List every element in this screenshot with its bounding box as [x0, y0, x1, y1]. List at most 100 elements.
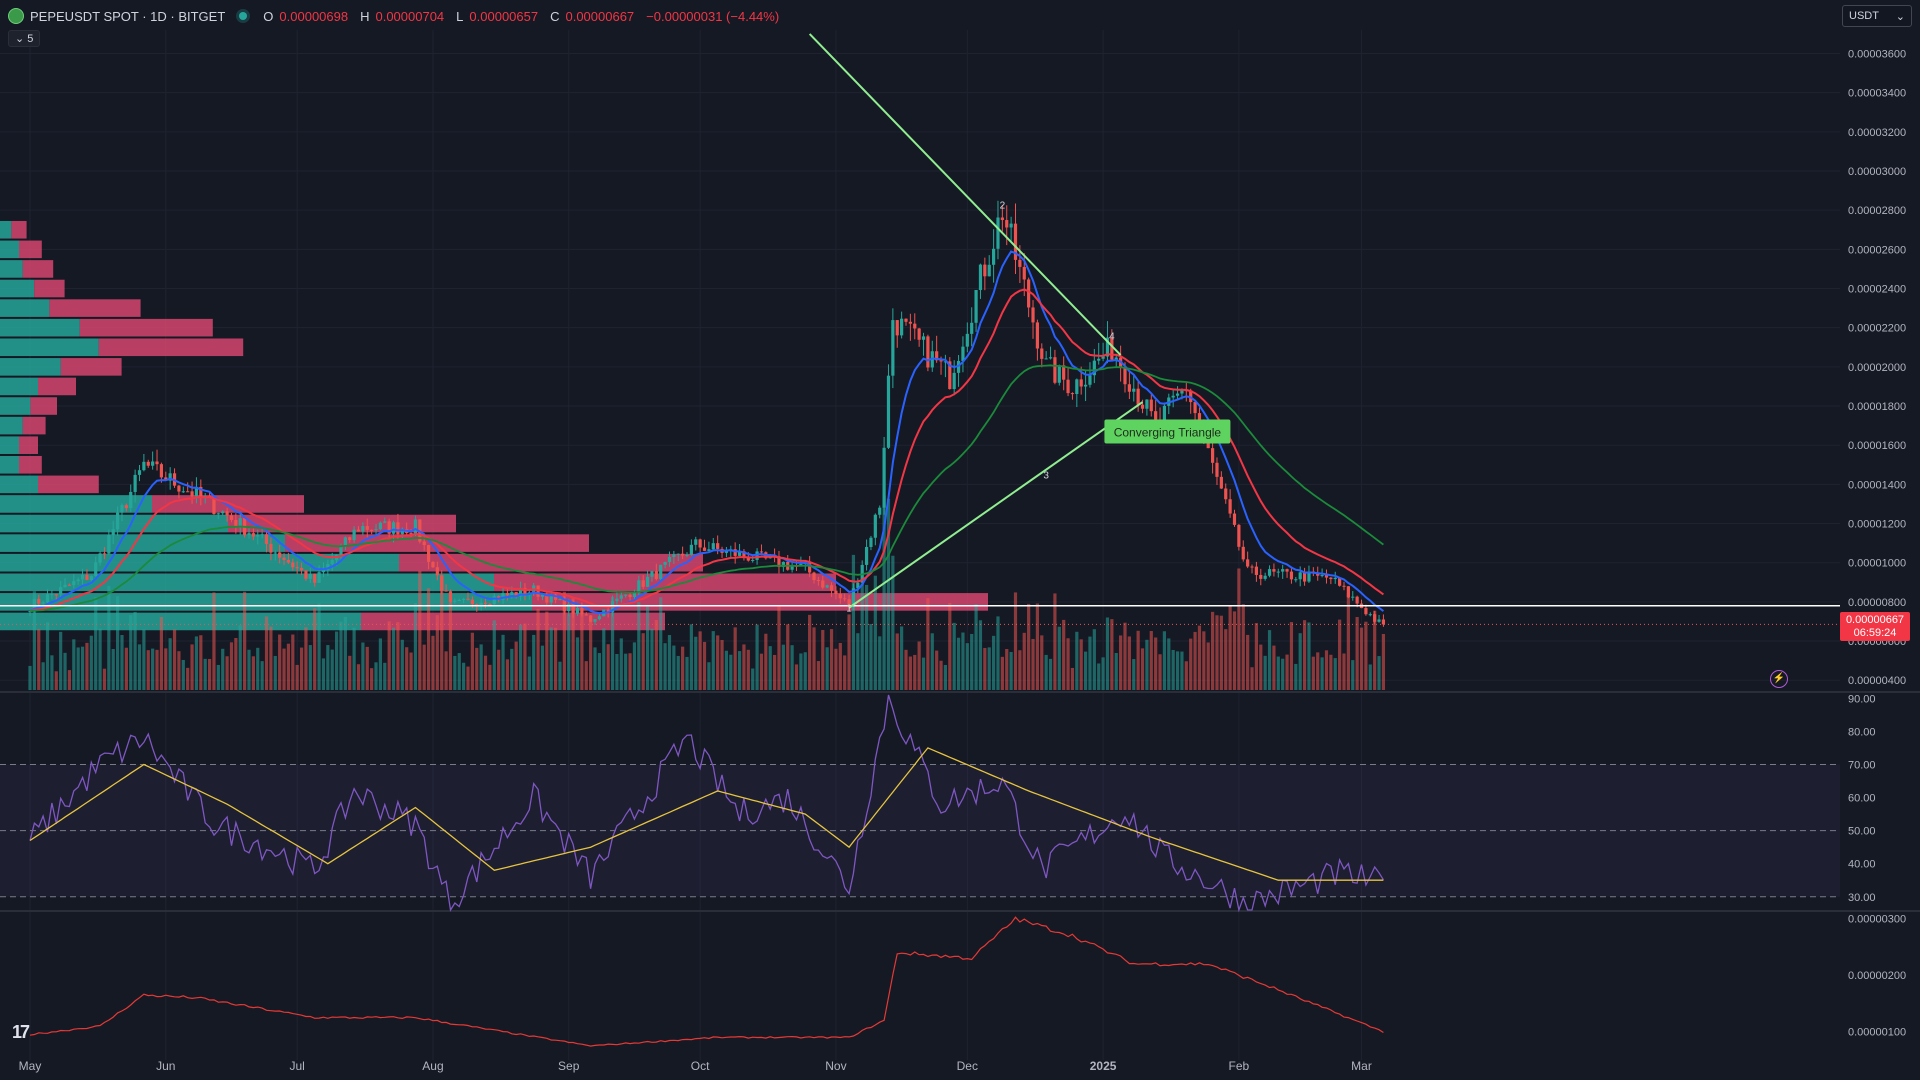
volume-profile-down [30, 397, 57, 415]
candle-body [1298, 572, 1302, 580]
candle-body [286, 559, 291, 563]
pattern-label: Converging Triangle [1114, 425, 1222, 439]
lightning-icon[interactable]: ⚡ [1770, 670, 1788, 688]
candle-body [834, 590, 838, 594]
candle-body [663, 561, 667, 565]
volume-bar [1013, 592, 1018, 690]
volume-profile-down [79, 318, 213, 337]
volume-bar [711, 631, 715, 690]
volume-bar [133, 611, 137, 690]
candle-body [1294, 579, 1298, 581]
volume-bar [532, 634, 536, 690]
volume-bar [733, 627, 737, 690]
candle-body [151, 461, 155, 466]
candle-body [295, 567, 299, 569]
volume-bar [1373, 610, 1377, 690]
volume-bar [698, 631, 702, 690]
candle-body [299, 568, 304, 571]
volume-profile-down [22, 416, 46, 435]
volume-bar [1351, 660, 1355, 690]
candle-body [751, 559, 755, 561]
volume-bar [155, 649, 159, 690]
volume-bar [562, 591, 566, 690]
volume-bar [335, 631, 339, 690]
volume-profile-down [19, 240, 42, 259]
candle-body [781, 561, 785, 568]
candle-body [1228, 499, 1232, 514]
volume-bar [773, 654, 777, 690]
volume-bar [996, 616, 1000, 690]
volume-bar [470, 632, 474, 690]
currency-select[interactable]: USDT ⌄ [1842, 5, 1912, 27]
volume-bar [229, 642, 234, 690]
candle-body [146, 461, 150, 466]
candle-body [94, 562, 98, 577]
candle-body [1000, 217, 1004, 221]
volume-bar [330, 649, 334, 690]
volume-bar [339, 621, 343, 690]
volume-bar [834, 648, 838, 690]
tradingview-logo-icon[interactable]: 17 [12, 1022, 30, 1042]
candle-body [313, 573, 317, 583]
candle-body [426, 545, 431, 562]
candle-body [269, 543, 273, 553]
volume-bar [361, 642, 365, 690]
price-axis-label: 0.00002200 [1848, 323, 1906, 335]
candle-body [229, 515, 234, 520]
candle-body [457, 599, 461, 601]
volume-bar [926, 598, 930, 690]
rsi-axis-label: 90.00 [1848, 693, 1876, 705]
candle-body [45, 594, 50, 603]
volume-bar [746, 649, 750, 690]
volume-bar [1197, 625, 1202, 690]
volume-bar [1140, 648, 1145, 690]
candle-body [882, 447, 886, 508]
volume-bar [1224, 629, 1228, 690]
volume-bar [948, 602, 952, 690]
volume-bar [580, 614, 584, 690]
candle-body [251, 533, 255, 537]
candle-body [1140, 404, 1145, 409]
volume-bar [260, 661, 264, 690]
candle-body [597, 616, 601, 620]
volume-bar [1136, 630, 1140, 690]
volume-bar [663, 643, 667, 690]
candle-body [707, 549, 711, 551]
volume-bar [348, 655, 352, 690]
candle-body [864, 546, 869, 565]
candle-body [247, 533, 251, 536]
volume-bar [1119, 635, 1123, 690]
indicators-collapse-button[interactable]: ⌄ 5 [8, 30, 41, 47]
candle-body [221, 511, 225, 514]
wave-point-label: 1 [846, 604, 852, 615]
candle-body [501, 593, 505, 600]
price-axis-label: 0.00003200 [1848, 127, 1906, 139]
x-tick-label: Jul [290, 1059, 305, 1073]
volume-bar [812, 627, 816, 690]
volume-bar [1189, 638, 1193, 690]
volume-bar [1193, 631, 1197, 690]
volume-bar [724, 650, 729, 690]
volume-profile-up [0, 220, 12, 239]
volume-bar [808, 614, 812, 690]
volume-bar [1307, 622, 1311, 690]
volume-bar [755, 624, 759, 690]
volume-bar [790, 645, 794, 690]
volume-bar [825, 647, 829, 690]
candle-body [479, 602, 483, 607]
candle-body [554, 594, 558, 600]
volume-bar [1162, 631, 1167, 690]
candle-body [378, 522, 382, 530]
volume-bar [645, 606, 650, 690]
volume-bar [606, 644, 610, 690]
volume-bar [597, 653, 601, 690]
candle-body [571, 603, 575, 614]
candle-body [1254, 566, 1258, 575]
candle-body [514, 592, 518, 597]
volume-bar [549, 627, 553, 690]
symbol-title[interactable]: PEPEUSDT SPOT · 1D · BITGET [30, 8, 226, 24]
candle-body [702, 547, 707, 551]
volume-bar [510, 648, 514, 690]
volume-bar [567, 614, 571, 690]
